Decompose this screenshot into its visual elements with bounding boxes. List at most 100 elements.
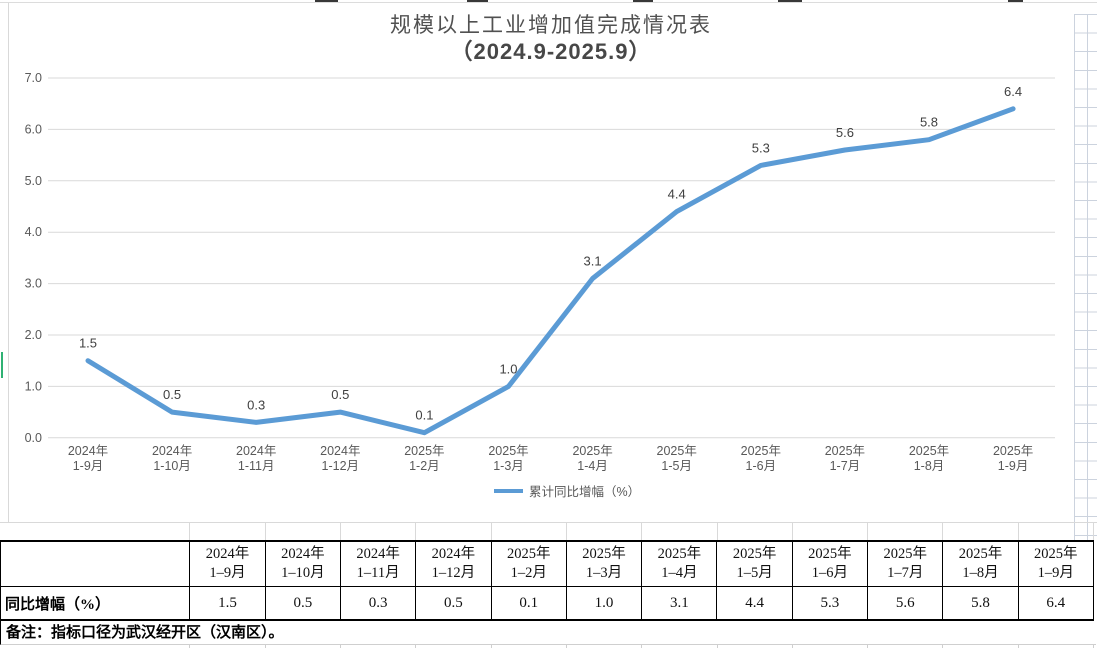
table-value-cell[interactable]: 0.5 (415, 586, 492, 621)
sheet-grid-column-line (1087, 14, 1088, 540)
y-axis-tick: 6.0 (25, 122, 42, 136)
sheet-grid-tick (1093, 522, 1094, 540)
x-axis-tick: 2025年 1-2月 (404, 444, 444, 473)
data-point-label: 0.3 (247, 397, 265, 412)
sheet-grid-tick (716, 645, 718, 648)
data-point-label: 6.4 (1004, 84, 1022, 99)
y-axis-tick: 2.0 (25, 328, 42, 342)
table-value-cell[interactable]: 1.0 (565, 586, 643, 621)
x-axis-tick: 2024年 1-11月 (236, 444, 276, 473)
sheet-grid-tick (641, 522, 643, 540)
sheet-grid-tick (867, 645, 869, 648)
sheet-cell-border-dash (315, 0, 338, 2)
x-axis-tick: 2025年 1-8月 (909, 444, 949, 473)
x-axis-tick: 2025年 1-7月 (825, 444, 865, 473)
data-point-label: 1.5 (79, 336, 97, 351)
table-header-cell[interactable]: 2024年 1–9月 (189, 540, 266, 587)
table-value-cell[interactable]: 1.5 (189, 586, 266, 621)
sheet-grid-tick (942, 645, 944, 648)
table-value-cell[interactable]: 5.3 (791, 586, 869, 621)
sheet-row-border (0, 2, 1097, 3)
table-value-cell[interactable]: 3.1 (641, 586, 718, 621)
sheet-grid-tick (867, 522, 869, 540)
legend-label: 累计同比增幅（%） (529, 484, 640, 499)
data-table: 2024年 1–9月 2024年 1–10月 2024年 1–11月 2024年 1–12月 2… (0, 540, 1094, 621)
y-axis-tick: 1.0 (25, 379, 42, 393)
sheet-grid-tick (415, 522, 417, 540)
footnote-text: 备注：指标口径为武汉经开区（汉南区）。 (6, 624, 284, 641)
table-value-cell[interactable]: 6.4 (1017, 586, 1094, 621)
sheet-cell-border-dash (1008, 0, 1023, 2)
sheet-grid-tick (490, 645, 492, 648)
sheet-row-border (0, 522, 1097, 523)
sheet-grid-tick (942, 522, 944, 540)
footnote-row[interactable]: 备注：指标口径为武汉经开区（汉南区）。 (0, 621, 1096, 645)
table-value-cell[interactable]: 5.6 (867, 586, 944, 621)
table-header-cell[interactable]: 2024年 1–11月 (339, 540, 417, 587)
y-axis-tick: 3.0 (25, 277, 42, 291)
sheet-grid-tick (189, 645, 191, 648)
table-header-cell[interactable]: 2025年 1–4月 (641, 540, 718, 587)
table-header-cell[interactable]: 2025年 1–3月 (565, 540, 643, 587)
line-chart: 规模以上工业增加值完成情况表 （2024.9-2025.9） 0.0 1.0 2.0… (25, 13, 1055, 499)
sheet-grid-right[interactable] (1074, 14, 1097, 540)
sheet-column-border (8, 3, 9, 522)
table-header-cell[interactable]: 2025年 1–2月 (490, 540, 567, 587)
x-axis-tick: 2025年 1-9月 (993, 444, 1033, 473)
table-value-cell[interactable]: 0.3 (339, 586, 417, 621)
x-axis-tick: 2024年 1-10月 (152, 444, 192, 473)
sheet-grid-tick (340, 522, 341, 540)
chart-object[interactable]: 规模以上工业增加值完成情况表 （2024.9-2025.9） 0.0 1.0 2.0… (0, 0, 1097, 522)
data-labels: 1.5 0.5 0.3 0.5 0.1 1.0 3.1 4.4 5.3 5.6 5.8 6.4 (79, 84, 1022, 423)
y-axis-tick: 0.0 (25, 431, 42, 445)
sheet-grid-tick (490, 522, 492, 540)
x-axis-tick: 2025年 1-5月 (657, 444, 697, 473)
table-header-cell[interactable]: 2025年 1–5月 (716, 540, 793, 587)
series-line (85, 106, 1016, 436)
x-axis-tick: 2025年 1-4月 (572, 444, 612, 473)
sheet-grid-tick (641, 645, 643, 648)
table-header-cell[interactable]: 2024年 1–10月 (264, 540, 341, 587)
table-value-cell[interactable]: 5.8 (942, 586, 1019, 621)
data-point-label: 0.1 (415, 408, 433, 423)
sheet-grid-tick (1017, 645, 1019, 648)
table-header-cell[interactable]: 2025年 1–6月 (791, 540, 869, 587)
sheet-cell-border-dash (467, 0, 488, 2)
table-value-cell[interactable]: 0.1 (490, 586, 567, 621)
sheet-grid-tick (565, 645, 567, 648)
x-axis-tick: 2024年 1-9月 (68, 444, 108, 473)
data-point-label: 5.8 (920, 115, 938, 130)
data-point-label: 0.5 (331, 387, 349, 402)
sheet-grid-tick (716, 522, 718, 540)
x-axis-tick: 2025年 1-6月 (741, 444, 781, 473)
table-header-cell[interactable]: 2025年 1–7月 (867, 540, 944, 587)
table-header-cell[interactable]: 2024年 1–12月 (415, 540, 492, 587)
sheet-grid-tick (189, 522, 191, 540)
x-axis-tick: 2025年 1-3月 (488, 444, 528, 473)
data-point-label: 5.3 (752, 140, 770, 155)
x-axis-labels: 2024年 1-9月 2024年 1-10月 2024年 1-11月 2024年 1-12月 2… (68, 444, 1033, 473)
sheet-grid-tick (791, 645, 793, 648)
sheet-grid-tick (340, 645, 341, 648)
table-value-cell[interactable]: 0.5 (264, 586, 341, 621)
y-axis-tick: 4.0 (25, 225, 42, 239)
sheet-grid-tick (1017, 522, 1019, 540)
sheet-cell-border-dash (778, 0, 802, 2)
data-point-label: 0.5 (163, 387, 181, 402)
table-value-cell[interactable]: 4.4 (716, 586, 793, 621)
table-corner-cell[interactable] (0, 540, 191, 587)
chart-legend: 累计同比增幅（%） (494, 484, 640, 499)
chart-title: 规模以上工业增加值完成情况表 (390, 13, 712, 37)
table-row-label[interactable]: 同比增幅（%） (0, 586, 191, 621)
y-axis-tick: 5.0 (25, 174, 42, 188)
x-axis-tick: 2024年 1-12月 (320, 444, 360, 473)
data-point-label: 1.0 (499, 361, 517, 376)
table-header-cell[interactable]: 2025年 1–8月 (942, 540, 1019, 587)
chart-gridlines (48, 77, 1055, 439)
sheet-cell-border-dash (633, 0, 653, 2)
table-header-cell[interactable]: 2025年 1–9月 (1017, 540, 1094, 587)
sheet-grid-tick (791, 522, 793, 540)
sheet-grid-tick (264, 645, 266, 648)
data-point-label: 5.6 (836, 125, 854, 140)
